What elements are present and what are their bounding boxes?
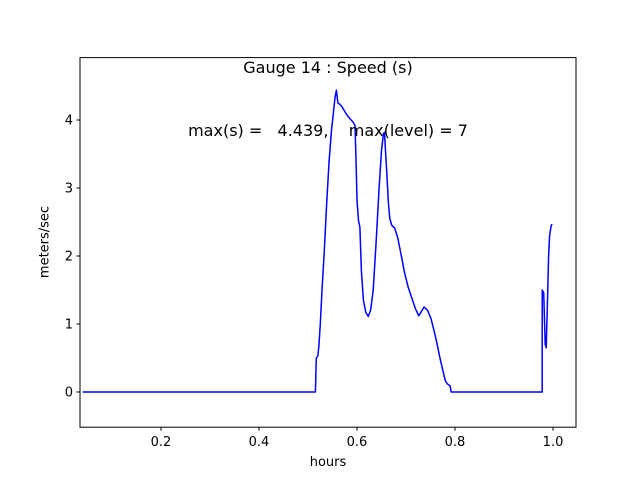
x-tick-label: 0.8 (445, 435, 466, 450)
y-tick-label: 2 (65, 249, 73, 264)
chart-title-block: Gauge 14 : Speed (s) max(s) = 4.439, max… (80, 15, 576, 183)
x-tick-label: 1.0 (543, 435, 564, 450)
y-tick-label: 1 (65, 317, 73, 332)
speed-series-path (82, 89, 553, 393)
axis-ticks (76, 119, 554, 431)
x-axis-label: hours (309, 455, 347, 470)
y-tick-label: 3 (65, 182, 73, 197)
chart-subtitle: max(s) = 4.439, max(level) = 7 (188, 121, 468, 140)
y-tick-label: 4 (65, 114, 73, 129)
x-tick-label: 0.6 (347, 435, 368, 450)
x-tick-label: 0.4 (249, 435, 270, 450)
axes-frame (79, 57, 577, 428)
axis-tick-labels: 0.2 0.4 0.6 0.8 1.0 0 1 2 3 4 (65, 114, 564, 451)
chart-title: Gauge 14 : Speed (s) (243, 58, 413, 77)
y-axis-label: meters/sec (37, 205, 53, 279)
speed-line (82, 89, 553, 393)
x-tick-label: 0.2 (151, 435, 172, 450)
y-tick-label: 0 (65, 385, 73, 400)
